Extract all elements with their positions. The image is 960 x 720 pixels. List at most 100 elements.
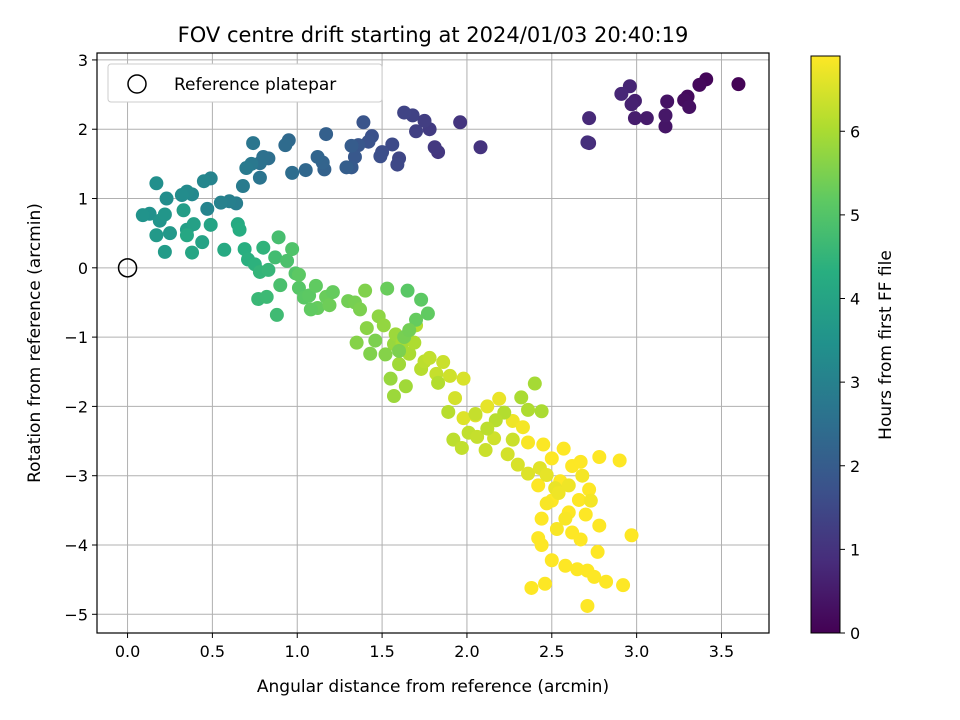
- scatter-point: [551, 486, 566, 501]
- scatter-point: [213, 195, 228, 210]
- scatter-point: [480, 399, 495, 414]
- scatter-point: [515, 420, 530, 435]
- scatter-point: [185, 245, 200, 260]
- scatter-point: [239, 161, 254, 176]
- scatter-point: [149, 228, 164, 243]
- scatter-point: [298, 163, 313, 178]
- scatter-point: [580, 135, 595, 150]
- scatter-point: [409, 312, 424, 327]
- scatter-point: [157, 207, 172, 222]
- scatter-point: [278, 138, 293, 153]
- x-tick-label: 3.0: [624, 642, 649, 661]
- scatter-point: [339, 160, 354, 175]
- x-tick-label: 1.0: [285, 642, 310, 661]
- y-tick-label: 2: [78, 120, 88, 139]
- scatter-point: [539, 496, 554, 511]
- scatter-point: [658, 108, 673, 123]
- scatter-point: [582, 111, 597, 126]
- scatter-point: [534, 511, 549, 526]
- scatter-point: [385, 137, 400, 152]
- x-tick-label: 3.5: [709, 642, 734, 661]
- y-tick-label: −3: [64, 467, 88, 486]
- scatter-point: [578, 507, 593, 522]
- x-tick-label: 2.5: [539, 642, 564, 661]
- scatter-point: [232, 222, 247, 237]
- colorbar-gradient: [810, 55, 841, 634]
- scatter-point: [531, 531, 546, 546]
- scatter-point: [390, 157, 405, 172]
- scatter-point: [570, 562, 585, 577]
- scatter-point: [473, 140, 488, 155]
- scatter-point: [592, 518, 607, 533]
- scatter-point: [592, 449, 607, 464]
- colorbar: 0 1 2 3 4 5 6 Hours from first FF file: [810, 55, 896, 643]
- scatter-point: [280, 253, 295, 268]
- scatter-point: [261, 262, 276, 277]
- scatter-point: [398, 379, 413, 394]
- scatter-point: [575, 468, 590, 483]
- scatter-point: [492, 391, 507, 406]
- scatter-point: [682, 100, 697, 115]
- scatter-point: [549, 522, 564, 537]
- scatter-point: [308, 278, 323, 293]
- scatter-point: [427, 140, 442, 155]
- colorbar-tick-label: 0: [850, 624, 860, 643]
- colorbar-tick-label: 5: [850, 206, 860, 225]
- scatter-point: [612, 453, 627, 468]
- scatter-point: [176, 203, 191, 218]
- scatter-point: [392, 357, 407, 372]
- scatter-point: [358, 283, 373, 298]
- scatter-point: [380, 281, 395, 296]
- scatter-point: [256, 240, 271, 255]
- scatter-point: [639, 111, 654, 126]
- scatter-point: [521, 466, 536, 481]
- y-tick-label: −5: [64, 605, 88, 624]
- scatter-point: [480, 421, 495, 436]
- scatter-point: [246, 136, 261, 151]
- scatter-point: [273, 278, 288, 293]
- scatter-point: [149, 176, 164, 191]
- scatter-point: [268, 250, 283, 265]
- scatter-point: [303, 302, 318, 317]
- colorbar-tick-label: 1: [850, 540, 860, 559]
- scatter-point: [431, 375, 446, 390]
- scatter-point: [660, 94, 675, 109]
- scatter-point: [536, 437, 551, 452]
- scatter-point: [692, 77, 707, 92]
- scatter-point: [561, 478, 576, 493]
- scatter-point: [291, 267, 306, 282]
- scatter-point: [269, 307, 284, 322]
- scatter-point: [544, 451, 559, 466]
- scatter-point: [580, 598, 595, 613]
- scatter-point: [531, 478, 546, 493]
- legend-marker-icon: [127, 74, 147, 94]
- scatter-point: [590, 544, 605, 559]
- scatter-point: [524, 580, 539, 595]
- scatter-point: [454, 440, 469, 455]
- scatter-point: [322, 298, 337, 313]
- scatter-point: [368, 333, 383, 348]
- scatter-point: [544, 553, 559, 568]
- scatter-point: [582, 482, 597, 497]
- scatter-point: [453, 115, 468, 130]
- scatter-point: [252, 170, 267, 185]
- colorbar-tick-label: 4: [850, 290, 860, 309]
- legend-entry-reference: Reference platepar: [174, 75, 336, 95]
- scatter-point: [478, 443, 493, 458]
- scatter-point: [400, 283, 415, 298]
- scatter-point: [383, 371, 398, 386]
- scatter-point: [235, 179, 250, 194]
- y-tick-label: 3: [78, 51, 88, 70]
- scatter-point: [203, 217, 218, 232]
- scatter-point: [422, 350, 437, 365]
- y-tick-label: −4: [64, 536, 88, 555]
- plot-frame: [96, 52, 770, 634]
- scatter-point: [456, 371, 471, 386]
- scatter-point: [527, 376, 542, 391]
- scatter-point: [179, 228, 194, 243]
- scatter-point: [344, 138, 359, 153]
- colorbar-tick-label: 3: [850, 373, 860, 392]
- scatter-point: [319, 127, 334, 142]
- y-tick-label: −1: [64, 328, 88, 347]
